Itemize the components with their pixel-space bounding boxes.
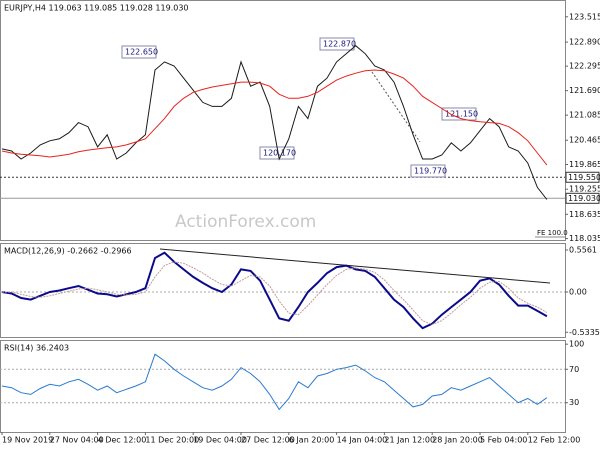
macd-panel [0, 243, 566, 338]
price-panel [0, 0, 566, 241]
y-tick-label: 121.690 [569, 86, 600, 95]
y-tick-label: 120.465 [569, 136, 600, 145]
x-tick-label: 12 Feb 12:00 [528, 436, 580, 445]
watermark: ActionForex.com [175, 212, 316, 232]
rsi-panel [0, 340, 566, 433]
y-tick-label: 122.890 [569, 38, 600, 47]
annotation: 120.170 [263, 149, 296, 158]
series-line [1, 45, 548, 200]
y-tick-label: 100 [569, 340, 584, 349]
x-tick-label: 28 Jan 20:00 [432, 436, 483, 445]
annotation: 121.150 [445, 110, 478, 119]
y-tick-label: 0.5561 [569, 246, 597, 255]
y-tick-label: 118.035 [569, 234, 600, 243]
series-line [1, 251, 548, 330]
x-tick-label: 27 Dec 12:00 [241, 436, 295, 445]
x-tick-label: 6 Jan 20:00 [289, 436, 335, 445]
x-tick-label: 19 Dec 04:00 [193, 436, 247, 445]
fib-line [371, 71, 421, 143]
annotation: 122.870 [323, 40, 356, 49]
price-marker-box [565, 192, 600, 204]
y-tick-label: 70 [569, 365, 579, 374]
x-tick-label: 5 Feb 04:00 [480, 436, 527, 445]
annotation: 122.650 [125, 48, 158, 57]
y-tick-label: 119.865 [569, 160, 600, 169]
macd-trendline [159, 248, 551, 284]
y-tick-label: 119.255 [569, 185, 600, 194]
y-tick-label: 0.00 [569, 288, 587, 297]
series-line [1, 69, 548, 166]
fe-label: FE 100.0 [537, 229, 568, 237]
macd-title: MACD(12,26,9) -0.2662 -0.2966 [4, 247, 132, 256]
x-tick-label: 27 Nov 04:00 [50, 436, 104, 445]
y-tick-label: 122.295 [569, 62, 600, 71]
y-tick-label: 123.515 [569, 12, 600, 21]
rsi-title: RSI(14) 36.2403 [4, 344, 69, 353]
series-line [1, 353, 548, 411]
x-tick-label: 19 Nov 2019 [2, 436, 53, 445]
annotation-box [410, 164, 446, 178]
price-title: EURJPY,H4 119.063 119.085 119.028 119.03… [4, 4, 189, 13]
x-tick-label: 14 Jan 04:00 [337, 436, 388, 445]
y-tick-label: 118.635 [569, 210, 600, 219]
x-tick-label: 4 Dec 12:00 [98, 436, 147, 445]
annotation-box [121, 45, 157, 59]
annotation-box [319, 37, 355, 51]
price-marker-box [565, 171, 600, 183]
annotation: 119.770 [414, 167, 447, 176]
x-tick-label: 21 Jan 12:00 [384, 436, 435, 445]
y-tick-label: 121.085 [569, 111, 600, 120]
annotation-box [441, 107, 477, 121]
price-marker-label: 119.550 [568, 173, 600, 182]
price-marker-label: 119.030 [568, 194, 600, 203]
series-line [2, 261, 548, 326]
y-tick-label: 30 [569, 398, 579, 407]
x-tick-label: 11 Dec 20:00 [145, 436, 199, 445]
y-tick-label: -0.5335 [569, 328, 600, 337]
